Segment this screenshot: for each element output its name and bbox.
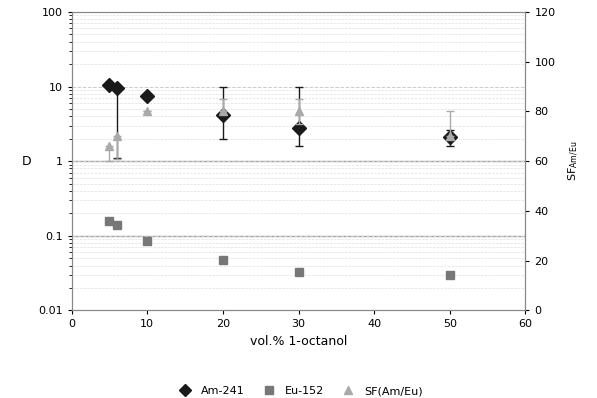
Legend: Am-241, Eu-152, SF(Am/Eu): Am-241, Eu-152, SF(Am/Eu) [170, 382, 427, 398]
Y-axis label: D: D [22, 155, 32, 168]
X-axis label: vol.% 1-octanol: vol.% 1-octanol [250, 335, 347, 348]
Y-axis label: SF$_{\mathregular{Am/Eu}}$: SF$_{\mathregular{Am/Eu}}$ [567, 141, 581, 181]
